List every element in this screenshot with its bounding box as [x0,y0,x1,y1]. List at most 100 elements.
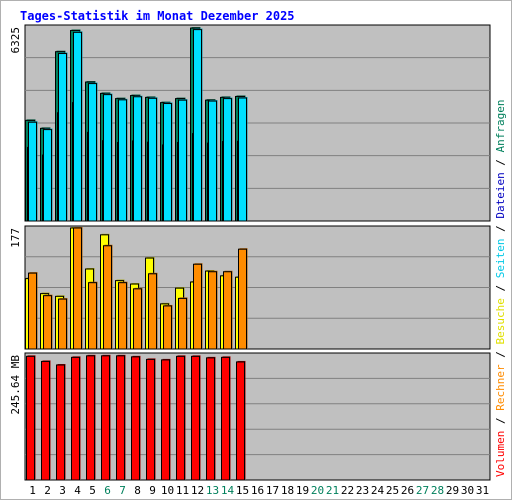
bar-seiten-day-5 [88,82,98,222]
legend-entry-besuche: Besuche [494,298,507,344]
bar [86,355,95,481]
bar-volumen-day-12 [191,355,201,481]
x-axis: 1 2 3 4 5 6 7 8 9 10 11 12 13 14 15 16 17 18 19 20 21 22 23 24 2… [29,484,489,497]
bar-volumen-day-3 [56,363,66,481]
legend-separator: / [494,345,507,365]
legend-separator: / [494,411,507,431]
bar-seiten-day-11 [178,99,188,222]
bar [193,29,202,222]
bar [146,358,155,481]
bar-seiten-day-1 [28,121,38,222]
x-tick-label-day-8: 8 [134,484,141,497]
bar-rechner-day-10 [163,304,173,350]
x-tick-label-day-12: 12 [191,484,204,497]
bar [101,355,110,481]
x-tick-label-day-13: 13 [206,484,219,497]
bar-rechner-day-7 [118,281,128,350]
bar [206,357,215,481]
bar-rechner-day-6 [103,244,113,350]
x-tick-label-day-9: 9 [149,484,156,497]
x-tick-label-day-25: 25 [386,484,399,497]
bar-volumen-day-11 [176,355,186,481]
legend-entry-seiten: Seiten [494,239,507,279]
bar [178,99,187,222]
bar [208,271,217,350]
bar [161,359,170,481]
bar [58,53,67,222]
bar-volumen-day-9 [146,358,156,481]
bar [41,360,50,481]
bar-volumen-day-15 [236,360,246,481]
x-tick-label-day-3: 3 [59,484,66,497]
bar [88,83,97,222]
bar-volumen-day-14 [221,356,231,481]
chart-legend: Volumen / Rechner / Besuche / Seiten / D… [494,99,507,477]
bar-rechner-day-8 [133,287,143,350]
bar-seiten-day-7 [118,98,128,222]
bar [103,245,112,350]
bar [43,295,52,350]
x-tick-label-day-1: 1 [29,484,36,497]
chart-panels: 6325 177 245.64 MB [9,24,491,481]
bar-volumen-day-2 [41,360,51,481]
bar-volumen-day-6 [101,354,111,481]
x-tick-label-day-19: 19 [296,484,309,497]
legend-entry-volumen: Volumen [494,431,507,477]
bar-seiten-day-13 [208,100,218,222]
bar-seiten-day-15 [238,97,248,222]
bar-seiten-day-14 [223,97,233,222]
bar [103,94,112,222]
bar [223,98,232,222]
x-tick-label-day-11: 11 [176,484,189,497]
x-tick-label-day-16: 16 [251,484,264,497]
x-tick-label-day-26: 26 [401,484,414,497]
panel-volume: 245.64 MB [9,352,491,481]
x-tick-label-day-28: 28 [431,484,444,497]
bar-seiten-day-4 [73,31,83,222]
legend-entry-dateien: Dateien [494,172,507,218]
bar-rechner-day-2 [43,294,53,350]
panel-requests: 6325 [9,24,491,222]
bar-volumen-day-13 [206,356,216,481]
bar [118,282,127,350]
bar [131,356,140,481]
bar [163,305,172,350]
bar-seiten-day-12 [193,28,203,222]
x-tick-label-day-20: 20 [311,484,324,497]
legend-text: Volumen / Rechner / Besuche / Seiten / D… [494,99,507,477]
panel-visits: 177 [9,225,491,350]
bar [163,103,172,222]
x-tick-label-day-18: 18 [281,484,294,497]
bar-volumen-day-7 [116,354,126,481]
legend-entry-anfragen: Anfragen [494,99,507,152]
bar-rechner-day-5 [88,281,98,350]
bar [73,227,82,350]
x-tick-label-day-27: 27 [416,484,429,497]
bar [116,355,125,481]
bar [193,263,202,350]
panel-max-label: 177 [9,228,22,248]
bar [133,96,142,222]
bar-rechner-day-3 [58,298,68,350]
x-tick-label-day-6: 6 [104,484,111,497]
bar [208,100,217,222]
bar [178,297,187,350]
legend-separator: / [494,152,507,172]
bar-rechner-day-13 [208,270,218,350]
bar-seiten-day-9 [148,97,158,222]
bar [88,282,97,350]
bar [221,356,230,481]
bar-rechner-day-12 [193,263,203,350]
bar [148,97,157,222]
x-tick-label-day-15: 15 [236,484,249,497]
bar [58,298,67,350]
bar-volumen-day-10 [161,358,171,481]
bar [238,97,247,222]
x-tick-label-day-24: 24 [371,484,385,497]
bar-rechner-day-4 [73,227,83,350]
bar-rechner-day-1 [28,272,38,350]
bar-volumen-day-1 [26,355,36,481]
bar-seiten-day-10 [163,102,173,222]
x-tick-label-day-4: 4 [74,484,81,497]
